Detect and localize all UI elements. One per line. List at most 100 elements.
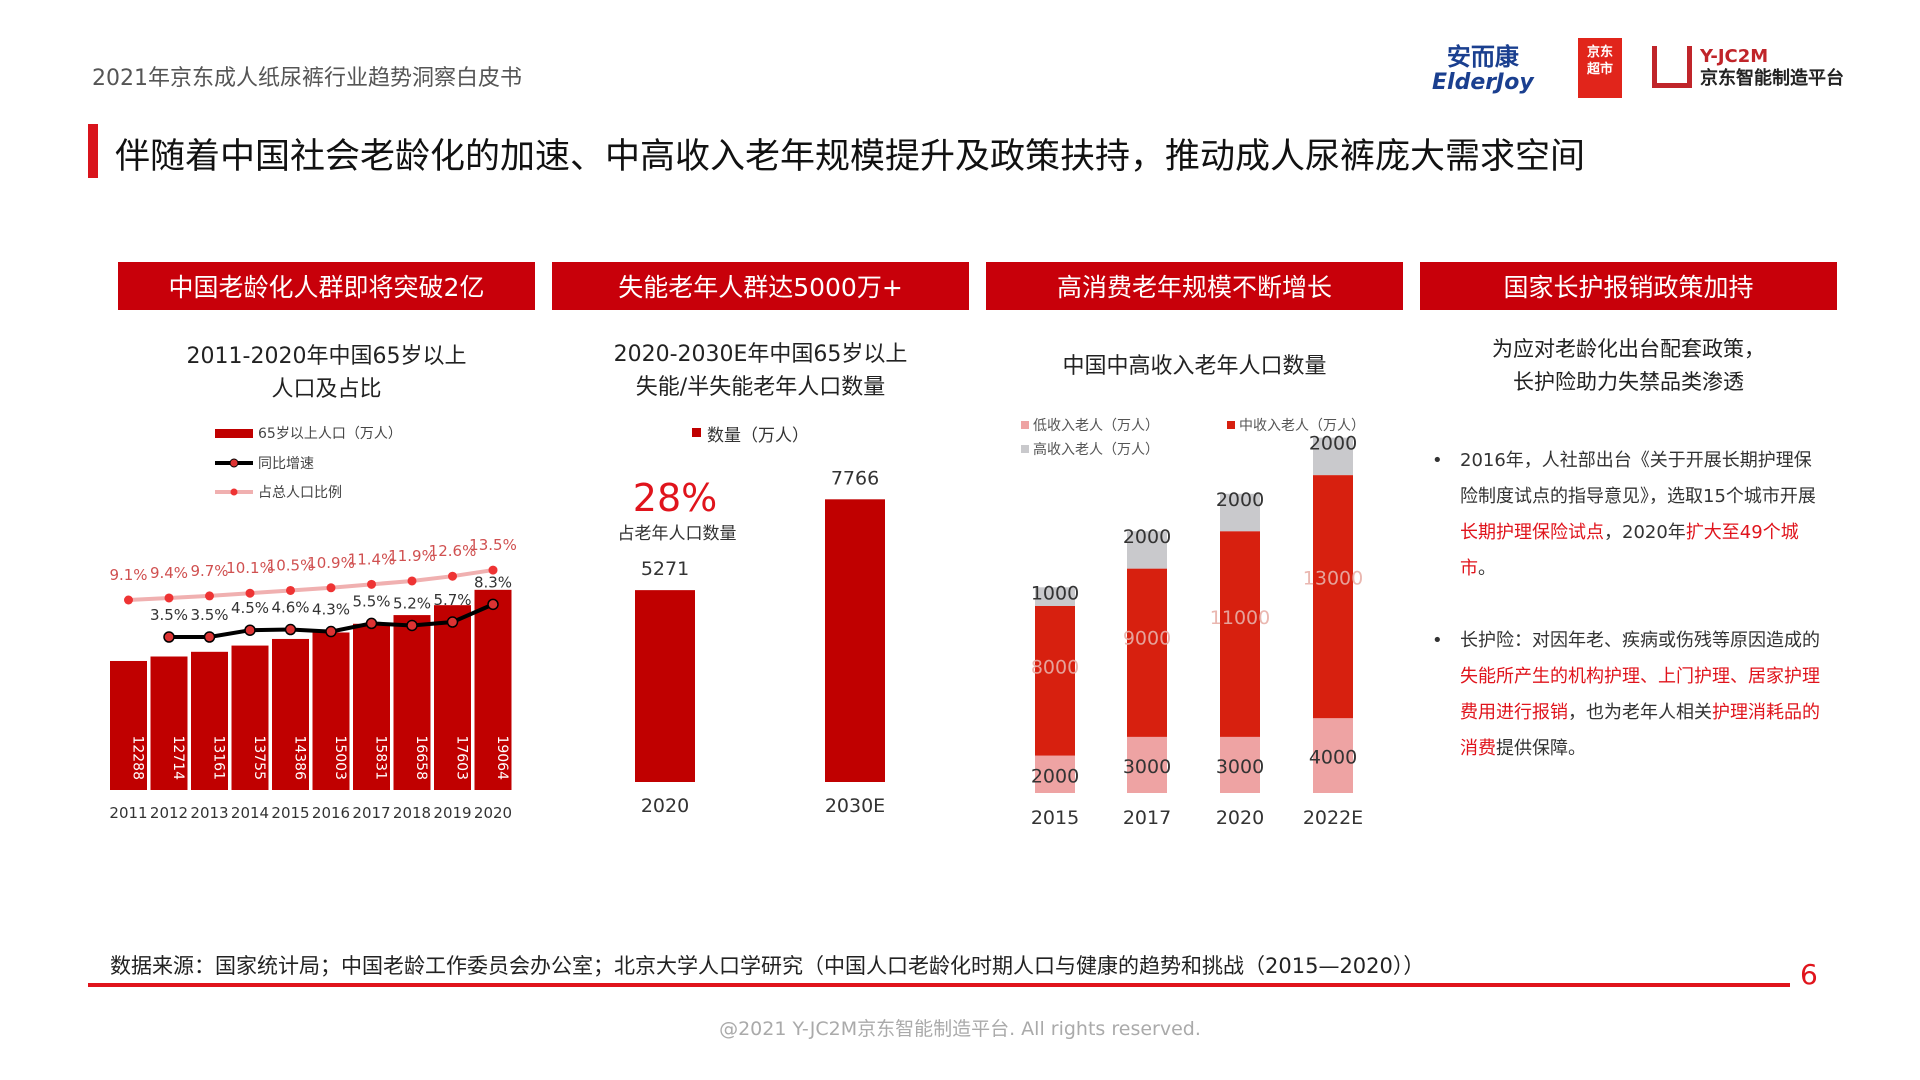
x-tick-label: 2016 xyxy=(312,804,350,822)
page-title: 伴随着中国社会老龄化的加速、中高收入老年规模提升及政策扶持，推动成人尿裤庞大需求… xyxy=(115,137,1586,177)
point-ratio xyxy=(245,588,255,598)
growth-label: 3.5% xyxy=(190,606,228,624)
annotation-label: 占老年人口数量 xyxy=(618,524,737,544)
bar-value-label: 16658 xyxy=(413,735,429,780)
data-source: 数据来源：国家统计局；中国老龄工作委员会办公室；北京大学人口学研究（中国人口老龄… xyxy=(110,954,1425,978)
segment-value-label: 2000 xyxy=(1123,526,1171,548)
yjc2m-logo-icon xyxy=(1652,46,1692,88)
point-ratio xyxy=(367,579,376,589)
x-tick-label: 2012 xyxy=(150,804,188,822)
bar-value-label: 7766 xyxy=(831,467,879,489)
growth-label: 3.5% xyxy=(150,606,188,624)
growth-label: 4.6% xyxy=(271,599,309,617)
bar-population-2011 xyxy=(110,660,147,790)
bar-value-label: 17603 xyxy=(454,735,470,780)
point-growth xyxy=(284,623,297,636)
annotation-percent: 28% xyxy=(633,476,717,520)
bar-segment-high xyxy=(1220,493,1260,532)
point-growth xyxy=(406,619,418,632)
bar-value-label: 13755 xyxy=(251,735,267,780)
x-tick-label: 2015 xyxy=(271,804,309,822)
x-tick-label: 2013 xyxy=(190,804,228,822)
growth-label: 5.2% xyxy=(393,594,431,612)
legend-label-growth: 同比增速 xyxy=(258,456,314,472)
ratio-label: 10.9% xyxy=(307,554,355,572)
line-ratio xyxy=(128,568,494,602)
bar-segment-mid xyxy=(1127,568,1167,737)
legend-marker-growth xyxy=(229,458,239,468)
bar-segment-low xyxy=(1220,736,1260,793)
ratio-label: 9.4% xyxy=(150,564,188,582)
ratio-label: 9.7% xyxy=(190,562,228,580)
bar-segment-high xyxy=(1313,437,1353,476)
growth-label: 5.7% xyxy=(433,591,471,609)
x-tick-label: 2017 xyxy=(352,804,390,822)
bar-value-label: 15831 xyxy=(373,735,389,780)
segment-value-label: 3000 xyxy=(1216,756,1264,778)
segment-value-label: 4000 xyxy=(1309,747,1357,769)
legend-label: 低收入老人（万人） xyxy=(1033,418,1159,434)
footer-divider xyxy=(88,983,1790,987)
segment-value-label: 3000 xyxy=(1123,756,1171,778)
ratio-label: 10.5% xyxy=(267,556,315,574)
bar-value-label: 19064 xyxy=(494,735,510,780)
legend-swatch-count xyxy=(692,428,701,437)
legend-marker-ratio xyxy=(230,488,238,496)
bar-population-2018 xyxy=(393,615,431,790)
elderjoy-logo: 安而康 ElderJoy xyxy=(1432,43,1534,95)
yjc2m-logo: Y-JC2M 京东智能制造平台 xyxy=(1652,46,1844,90)
section-header-aging: 中国老龄化人群即将突破2亿 xyxy=(118,262,535,310)
bar-segment-low xyxy=(1127,736,1167,793)
bar-population-2017 xyxy=(353,623,390,790)
ratio-label: 12.6% xyxy=(429,542,477,560)
bar-disabled-2030E xyxy=(825,499,885,782)
point-growth xyxy=(325,625,337,638)
point-ratio xyxy=(326,583,336,593)
section-header-high-consumption: 高消费老年规模不断增长 xyxy=(986,262,1403,310)
x-tick-label: 2020 xyxy=(1216,807,1264,829)
growth-label: 5.5% xyxy=(352,592,390,610)
legend-label-count: 数量（万人） xyxy=(707,426,809,446)
bar-population-2013 xyxy=(191,651,228,790)
legend-swatch-mid xyxy=(1227,421,1235,429)
point-ratio xyxy=(448,571,457,581)
copyright: @2021 Y-JC2M京东智能制造平台. All rights reserve… xyxy=(719,1018,1201,1040)
bar-segment-mid xyxy=(1220,531,1260,737)
x-tick-label: 2030E xyxy=(825,795,885,817)
section-header-policy: 国家长护报销政策加持 xyxy=(1420,262,1837,310)
chart2-title: 2020-2030E年中国65岁以上 失能/半失能老年人口数量 xyxy=(613,342,908,400)
legend-label-population: 65岁以上人口（万人） xyxy=(258,426,402,442)
ratio-label: 11.4% xyxy=(348,550,396,568)
x-tick-label: 2020 xyxy=(641,795,689,817)
point-ratio xyxy=(164,593,174,603)
legend-label-ratio: 占总人口比例 xyxy=(258,485,342,501)
growth-label: 4.5% xyxy=(231,599,269,617)
policy-bullet-1: • 2016年，人社部出台《关于开展长期护理保险制度试点的指导意见》，选取15个城… xyxy=(1432,450,1816,579)
x-tick-label: 2022E xyxy=(1303,807,1363,829)
legend-swatch-low xyxy=(1021,421,1029,429)
document-title: 2021年京东成人纸尿裤行业趋势洞察白皮书 xyxy=(92,66,522,91)
x-tick-label: 2011 xyxy=(109,804,147,822)
chart3-title: 中国中高收入老年人口数量 xyxy=(1062,354,1327,379)
ratio-label: 10.1% xyxy=(226,559,274,577)
bar-segment-mid xyxy=(1313,475,1353,719)
segment-value-label: 2000 xyxy=(1216,489,1264,511)
segment-value-label: 2000 xyxy=(1031,765,1079,787)
bar-population-2016 xyxy=(312,632,350,790)
point-ratio xyxy=(407,576,417,586)
segment-value-label: 2000 xyxy=(1309,433,1357,455)
point-growth xyxy=(487,598,499,611)
bar-segment-low xyxy=(1035,755,1075,793)
chart1-title: 2011-2020年中国65岁以上 人口及占比 xyxy=(186,344,467,402)
bar-population-2014 xyxy=(231,645,269,790)
section-header-disabled: 失能老年人群达5000万+ xyxy=(552,262,969,310)
bar-population-2015 xyxy=(272,638,309,790)
bar-value-label: 14386 xyxy=(292,735,308,780)
x-tick-label: 2019 xyxy=(433,804,471,822)
point-growth xyxy=(244,624,256,636)
bar-value-label: 13161 xyxy=(211,735,227,780)
segment-value-label: 13000 xyxy=(1303,567,1363,589)
bar-value-label: 12714 xyxy=(170,735,186,780)
growth-label: 4.3% xyxy=(312,601,350,619)
